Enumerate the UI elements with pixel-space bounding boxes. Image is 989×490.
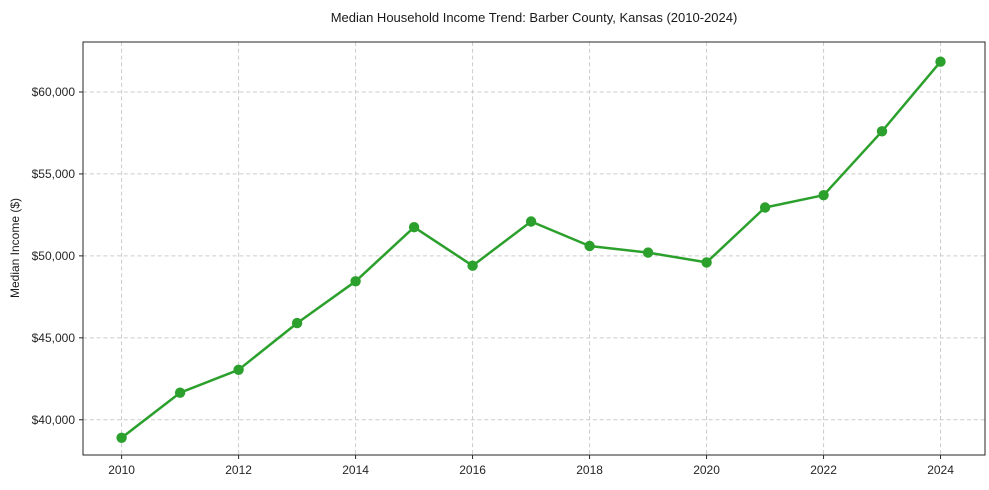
data-point-2012 [233,364,244,375]
data-point-2016 [467,260,478,271]
plot-border [82,41,986,456]
x-tick-label: 2010 [108,463,135,477]
data-point-2019 [642,247,654,258]
x-tick-label: 2012 [225,463,252,477]
y-tick-label: $55,000 [32,167,76,181]
x-tick-label: 2014 [342,463,369,477]
y-tick-label: $50,000 [32,249,76,263]
data-point-2017 [525,216,537,227]
y-tick-label: $60,000 [32,85,76,99]
data-point-2013 [291,317,303,329]
data-point-2014 [350,276,361,287]
x-tick-label: 2024 [927,463,954,477]
data-point-2021 [759,202,771,213]
y-tick-label: $40,000 [32,413,76,427]
x-tick-label: 2022 [810,463,837,477]
data-point-2010 [116,432,127,443]
data-point-2015 [408,222,420,233]
data-point-2022 [818,190,829,201]
y-tick-label: $45,000 [32,331,76,345]
x-tick-label: 2020 [693,463,720,477]
data-point-2023 [876,126,888,137]
x-tick-label: 2016 [459,463,486,477]
data-point-2018 [584,240,595,252]
x-tick-label: 2018 [576,463,603,477]
data-point-2011 [174,387,186,398]
y-axis-label: Median Income ($) [8,197,22,299]
data-point-2024 [935,56,946,67]
data-point-2020 [701,257,712,268]
chart-title: Median Household Income Trend: Barber Co… [330,10,738,25]
